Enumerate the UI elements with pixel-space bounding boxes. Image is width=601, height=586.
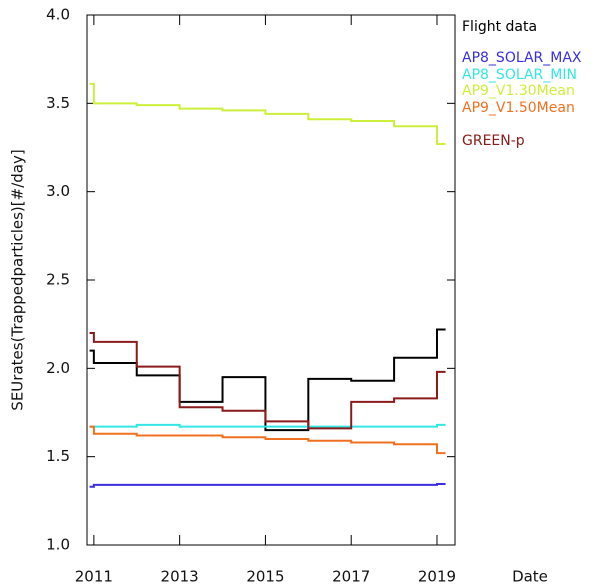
- x-tick-label: 2015: [246, 568, 284, 586]
- legend-entry: AP9_V1.30Mean: [462, 83, 575, 99]
- x-tick-label: 2019: [418, 568, 456, 586]
- legend-entry: AP8_SOLAR_MAX: [462, 50, 582, 66]
- y-tick-label: 1.0: [46, 536, 70, 554]
- x-axis-label: Date: [512, 568, 548, 586]
- x-tick-label: 2013: [161, 568, 199, 586]
- y-tick-label: 2.0: [46, 359, 70, 377]
- plot-frame: [86, 14, 456, 546]
- y-tick-label: 2.5: [46, 271, 70, 289]
- legend-entry: AP8_SOLAR_MIN: [462, 67, 577, 83]
- step-line: [89, 332, 446, 430]
- step-line: [89, 82, 446, 145]
- x-tick-label: 2017: [332, 568, 370, 586]
- y-axis-label: SEUrates(Trappedparticles)[#/day]: [9, 149, 27, 410]
- step-line: [89, 423, 446, 428]
- legend-entry: AP9_V1.50Mean: [462, 100, 575, 116]
- step-line: [89, 328, 446, 432]
- y-tick-label: 3.0: [46, 182, 70, 200]
- legend-entry: GREEN-p: [462, 133, 525, 149]
- y-tick-label: 3.5: [46, 94, 70, 112]
- step-line: [89, 483, 446, 488]
- step-line: [89, 425, 446, 455]
- y-tick-label: 1.5: [46, 447, 70, 465]
- legend-entry: Flight data: [462, 19, 537, 35]
- y-tick-label: 4.0: [46, 6, 70, 24]
- x-tick-label: 2011: [75, 568, 113, 586]
